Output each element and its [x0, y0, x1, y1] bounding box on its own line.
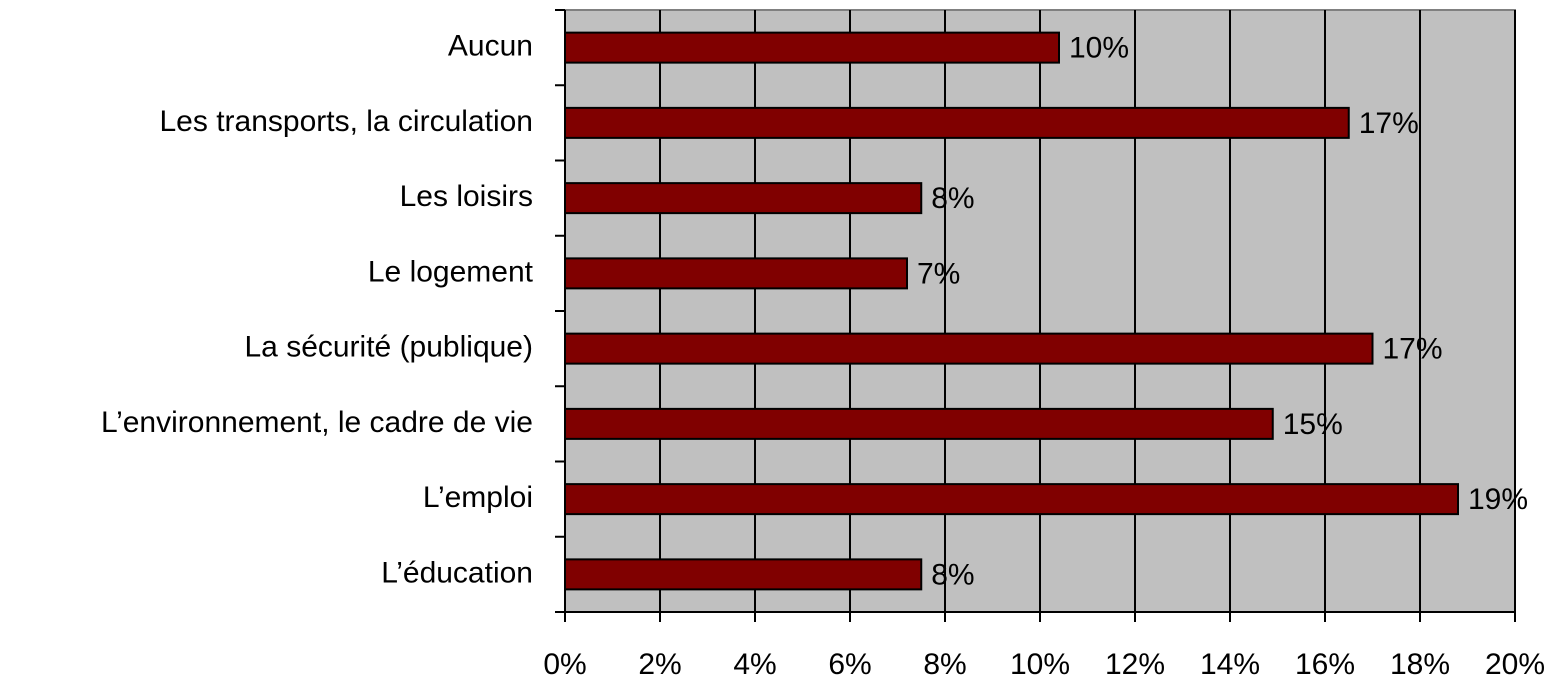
bar — [564, 332, 1374, 365]
x-tick-label: 2% — [638, 648, 681, 681]
category-label: L’emploi — [423, 481, 533, 514]
bar — [564, 483, 1459, 516]
bar — [564, 257, 908, 290]
category-label: Les loisirs — [400, 180, 533, 213]
category-label: L’éducation — [381, 556, 533, 589]
x-tick-label: 16% — [1295, 648, 1355, 681]
value-label: 19% — [1468, 483, 1528, 516]
x-tick-label: 8% — [923, 648, 966, 681]
bar — [564, 31, 1060, 64]
bar — [564, 407, 1274, 440]
category-label: L’environnement, le cadre de vie — [101, 406, 533, 439]
value-label: 15% — [1283, 408, 1343, 441]
x-tick-label: 12% — [1105, 648, 1165, 681]
x-tick-label: 4% — [733, 648, 776, 681]
x-tick-label: 18% — [1390, 648, 1450, 681]
category-label: Le logement — [368, 255, 534, 288]
value-label: 7% — [917, 257, 960, 290]
value-label: 10% — [1069, 32, 1129, 65]
category-label: Aucun — [448, 30, 533, 63]
x-tick-label: 14% — [1200, 648, 1260, 681]
x-tick-label: 0% — [543, 648, 586, 681]
value-label: 8% — [931, 558, 974, 591]
value-label: 17% — [1359, 107, 1419, 140]
x-tick-label: 10% — [1010, 648, 1070, 681]
bar — [564, 106, 1350, 139]
category-label: La sécurité (publique) — [244, 331, 533, 364]
category-label: Les transports, la circulation — [159, 105, 533, 138]
bar — [564, 558, 923, 591]
value-label: 17% — [1383, 333, 1443, 366]
x-tick-label: 20% — [1485, 648, 1545, 681]
x-tick-label: 6% — [828, 648, 871, 681]
bar — [564, 182, 923, 215]
value-label: 8% — [931, 182, 974, 215]
